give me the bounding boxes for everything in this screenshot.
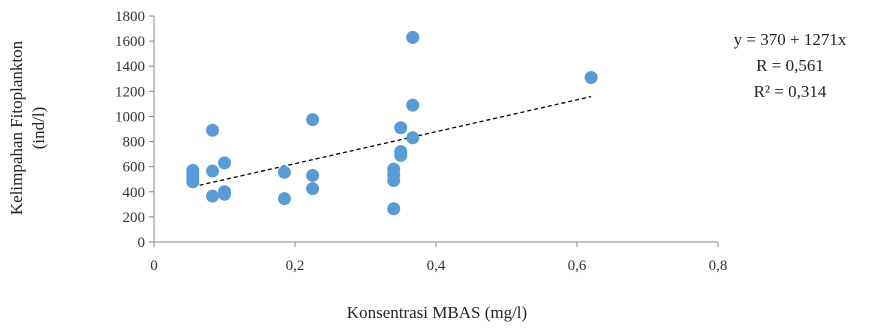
y-tick-label: 600 <box>123 160 146 176</box>
x-tick-label: 0 <box>150 258 158 274</box>
data-point <box>306 168 320 182</box>
y-tick-label: 400 <box>123 185 146 201</box>
data-point <box>277 165 291 179</box>
x-tick-label: 0,4 <box>427 258 446 274</box>
y-tick-label: 1200 <box>115 84 145 100</box>
data-point <box>406 131 420 145</box>
y-axis-title-line2: (ind/l) <box>29 107 48 150</box>
y-tick-label: 0 <box>138 235 146 251</box>
y-tick-label: 1000 <box>115 109 145 125</box>
trendline-group <box>192 95 592 188</box>
determination-r2: R² = 0,314 <box>754 82 827 101</box>
data-point <box>206 123 220 137</box>
data-point <box>387 173 401 187</box>
data-point <box>206 164 220 178</box>
y-tick-label: 1400 <box>115 59 145 75</box>
correlation-r: R = 0,561 <box>756 56 824 75</box>
x-tick-label: 0,8 <box>709 258 728 274</box>
data-point <box>394 121 408 135</box>
y-tick-label: 800 <box>123 135 146 151</box>
data-point <box>394 148 408 162</box>
data-point <box>306 113 320 127</box>
trendline <box>192 95 592 188</box>
labels: Konsentrasi MBAS (mg/l) Kelimpahan Fitop… <box>7 30 847 322</box>
data-point <box>218 187 231 201</box>
data-point <box>406 98 420 112</box>
y-axis-title-line1: Kelimpahan Fitoplankton <box>7 40 26 215</box>
y-tick-label: 1800 <box>115 9 145 25</box>
data-point <box>277 192 291 206</box>
data-point <box>206 189 220 203</box>
data-point <box>387 202 401 216</box>
data-point <box>186 175 200 189</box>
data-point <box>306 182 320 196</box>
y-tick-label: 200 <box>123 210 146 226</box>
x-tick-label: 0,2 <box>286 258 305 274</box>
regression-equation: y = 370 + 1271x <box>734 30 847 49</box>
data-point <box>584 71 598 85</box>
data-point <box>218 156 231 170</box>
data-points <box>186 30 598 216</box>
axes: 0 200 400 600 800 1000 1200 1400 1600 1800 0 0,2 0,4… <box>115 9 727 274</box>
x-tick-label: 0,6 <box>568 258 587 274</box>
data-point <box>406 30 420 44</box>
y-tick-label: 1600 <box>115 34 145 50</box>
x-axis-title: Konsentrasi MBAS (mg/l) <box>347 303 527 322</box>
